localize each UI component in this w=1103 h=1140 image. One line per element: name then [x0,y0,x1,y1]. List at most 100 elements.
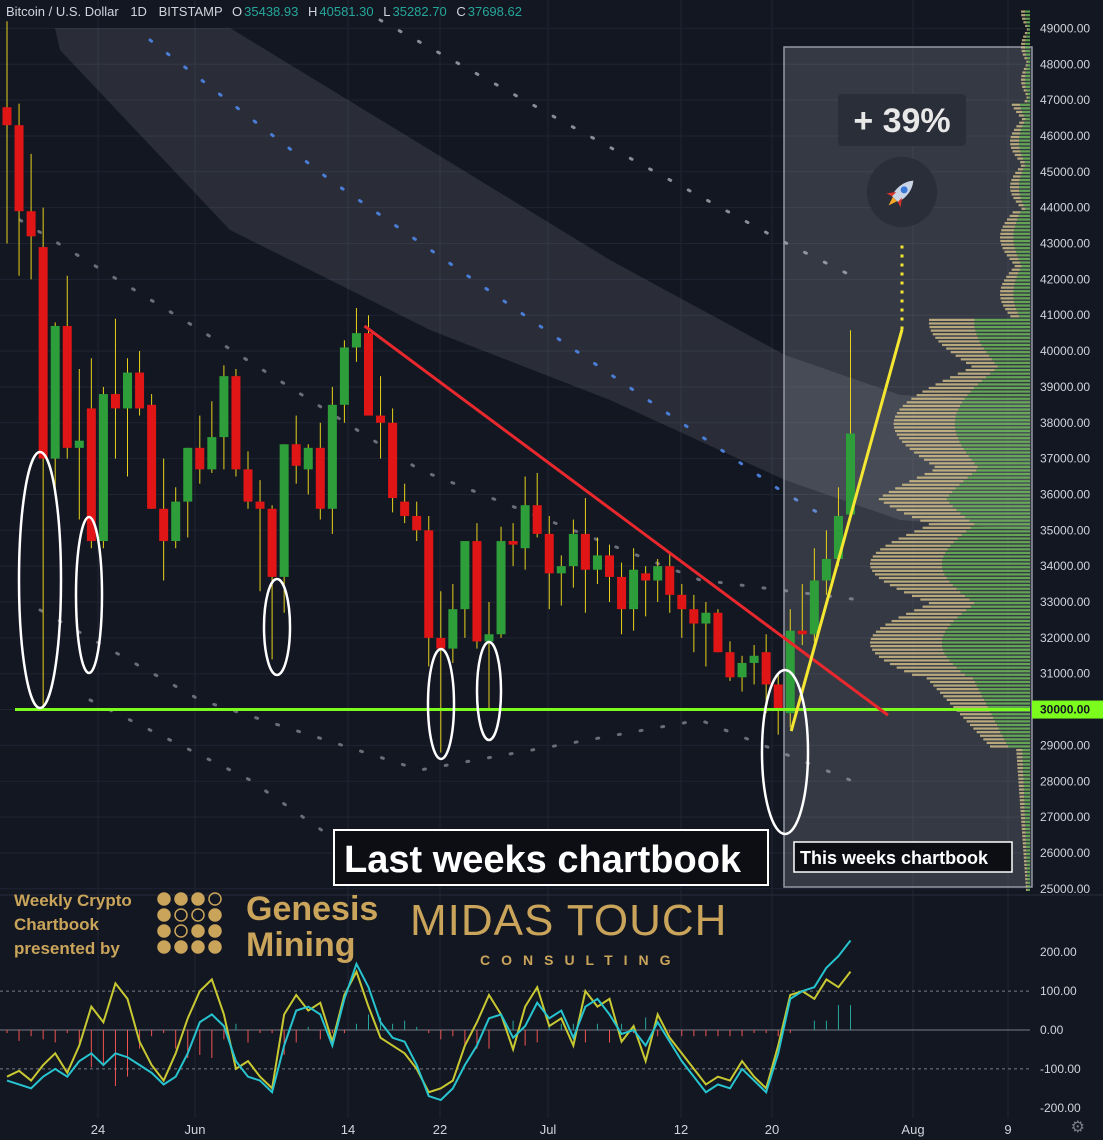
price-axis-label: 46000.00 [1040,129,1090,143]
candle-body [544,533,554,574]
volume-bar [1011,178,1020,182]
volume-bar [970,723,997,727]
volume-bar [995,720,1030,723]
volume-bar [912,673,966,676]
symbol-name[interactable]: Bitcoin / U.S. Dollar [6,4,119,19]
volume-bar [1006,254,1018,257]
volume-bar [1026,21,1030,24]
volume-bar [896,411,957,415]
volume-bar [912,594,966,598]
volume-bar [1024,813,1030,816]
volume-bar [1021,817,1026,820]
volume-bar [1021,207,1026,210]
volume-bar [950,544,1030,547]
volume-bar [1020,196,1030,200]
volume-bar [1022,125,1030,128]
time-axis-label: 12 [674,1122,688,1137]
volume-bar [1014,300,1030,304]
volume-bar [944,652,1030,655]
volume-bar [1020,261,1030,264]
volume-bar [880,548,948,551]
price-axis-label: 34000.00 [1040,559,1090,573]
volume-bar [952,490,1030,494]
candle [243,451,253,509]
candle [641,566,651,617]
chart-header: Bitcoin / U.S. Dollar 1D BITSTAMP O 35438… [6,4,522,19]
volume-bar [914,530,967,533]
volume-bar [916,476,968,479]
channel-upper-line [378,18,862,282]
candle-body [472,541,482,642]
volume-bar [1025,46,1030,49]
volume-bar [1017,157,1024,160]
volume-bar [933,684,977,687]
volume-bar [1021,82,1026,85]
volume-bar [883,501,950,504]
settings-gear-icon[interactable]: ⚙ [1070,1119,1085,1136]
volume-bar [1020,164,1025,167]
volume-bar [896,587,957,590]
volume-bar [1019,315,1030,318]
candle [544,515,554,610]
volume-bar [982,695,1030,698]
volume-bar [973,727,999,730]
volume-bar [960,358,992,361]
rocket-icon [886,180,914,208]
candle-body [110,394,120,409]
volume-bar [967,394,1030,397]
candle [725,641,735,681]
volume-bar [1000,239,1014,243]
volume-bar [1026,856,1030,859]
volume-bar [889,505,953,508]
volume-bar [1022,838,1026,841]
volume-bar [872,634,944,637]
volume-bar [950,376,987,379]
osc-axis-label: 0.00 [1040,1023,1064,1037]
high-value: 40581.30 [319,4,374,19]
volume-bar [942,566,1030,569]
candle-body [496,541,506,635]
price-axis-label: 37000.00 [1040,452,1090,466]
price-axis-label: 45000.00 [1040,165,1090,179]
volume-bar [1020,175,1030,178]
volume-bar [1013,297,1030,300]
volume-bar [958,437,1030,440]
candle-body [580,533,590,570]
volume-bar [978,688,1030,691]
volume-bar [922,526,971,529]
volume-bar [958,408,1030,411]
brand-dot [208,924,222,938]
volume-bar [1024,867,1027,870]
interval[interactable]: 1D [130,4,147,19]
volume-bar [1017,254,1030,257]
price-axis-label: 49000.00 [1040,21,1090,35]
volume-bar [1025,92,1028,96]
brand-dot [208,892,222,906]
volume-bar [1022,17,1026,20]
volume-bar [1025,827,1030,831]
candle-body [568,533,578,567]
last-weeks-box [333,829,769,886]
volume-bar [942,645,1030,648]
volume-bar [893,426,956,429]
candle-body [74,440,84,448]
volume-bar [1021,39,1026,42]
volume-bar [1016,125,1023,128]
candle [629,548,639,631]
volume-bar [1024,870,1028,874]
price-axis-label: 41000.00 [1040,308,1090,322]
volume-bar [946,576,1030,580]
volume-bar [1026,57,1030,60]
volume-bar [1022,759,1030,762]
volume-bar [1018,272,1030,275]
candle-body [846,433,855,515]
candle-body [14,125,24,212]
volume-bar [955,354,990,357]
candle [568,519,578,588]
candle [327,386,337,534]
volume-bar [932,333,977,336]
volume-bar [1020,802,1025,805]
candle-body [2,107,12,126]
